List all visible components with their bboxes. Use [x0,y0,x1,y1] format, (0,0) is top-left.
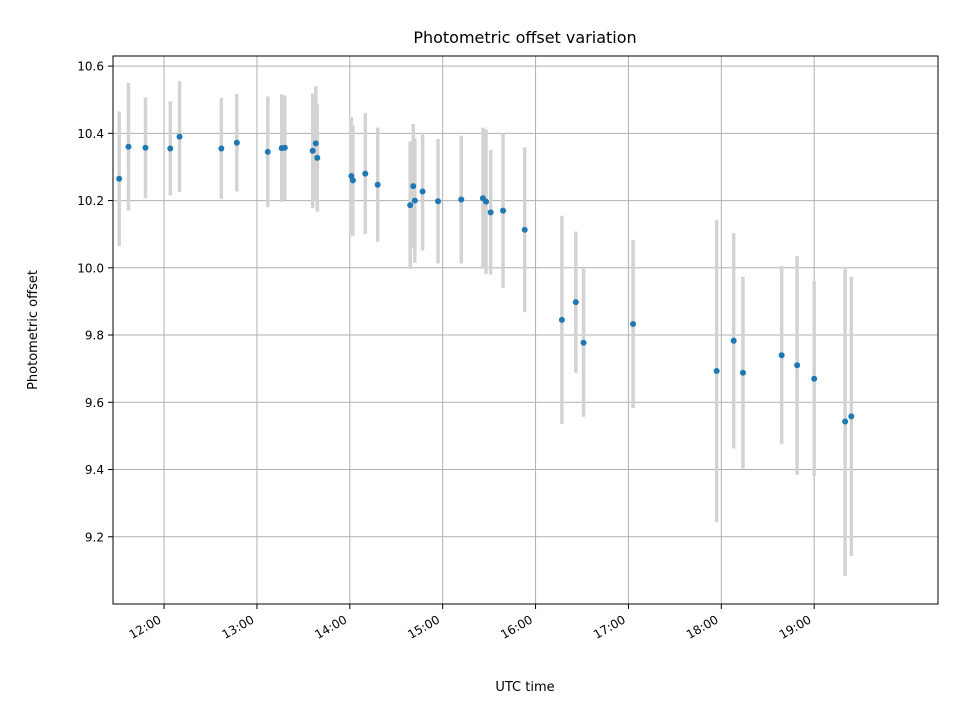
error-bars [117,81,854,577]
data-point [312,140,319,147]
y-tick-label: 9.2 [85,530,104,544]
x-tick-label: 18:00 [684,612,721,641]
x-tick-label: 12:00 [127,612,164,641]
data-point [483,198,490,205]
data-point [713,368,720,375]
y-tick-label: 9.6 [85,396,104,410]
x-tick-label: 15:00 [405,612,442,641]
data-point [521,226,528,233]
y-tick-label: 10.4 [77,127,104,141]
data-point [487,209,494,216]
plot-frame [112,55,939,605]
data-point [264,148,271,155]
y-tick-label: 9.8 [85,329,104,343]
data-point [572,299,579,306]
data-point [842,418,849,425]
x-tick-label: 17:00 [591,612,628,641]
x-axis-label: UTC time [495,680,554,695]
data-point [794,362,801,369]
data-point [435,198,442,205]
data-point [349,177,356,184]
data-point [730,337,737,344]
data-point [362,170,369,177]
data-point [419,188,426,195]
data-point [580,339,587,346]
data-point [848,413,855,420]
x-tick-label: 19:00 [777,612,814,641]
data-point [116,175,123,182]
data-point [167,145,174,152]
data-point [558,316,565,323]
data-point [176,133,183,140]
data-point [218,145,225,152]
y-tick-label: 10.6 [77,60,104,74]
data-point [411,197,418,204]
y-axis-label: Photometric offset [26,270,41,390]
data-point [281,144,288,151]
data-point [125,143,132,150]
data-point [407,202,414,209]
data-point [811,375,818,382]
data-point [233,139,240,146]
data-point [374,181,381,188]
y-axis: 9.2 9.4 9.6 9.8 10.0 10.2 10.4 10.6 [77,60,113,544]
chart-title: Photometric offset variation [413,28,636,47]
x-tick-label: 13:00 [219,612,256,641]
data-point [410,183,417,190]
x-axis: 12:00 13:00 14:00 15:00 16:00 17:00 18:00 19:00 [127,604,815,642]
data-point [458,196,465,203]
y-tick-label: 9.4 [85,463,104,477]
y-tick-label: 10.2 [77,194,104,208]
data-point [314,154,321,161]
data-point [142,144,149,151]
y-tick-label: 10.0 [77,261,104,275]
x-tick-label: 14:00 [312,612,349,641]
data-point [630,320,637,327]
x-tick-label: 16:00 [498,612,535,641]
data-point [309,147,316,154]
data-points [116,133,855,425]
data-point [778,352,785,359]
data-point [739,369,746,376]
data-point [500,207,507,214]
